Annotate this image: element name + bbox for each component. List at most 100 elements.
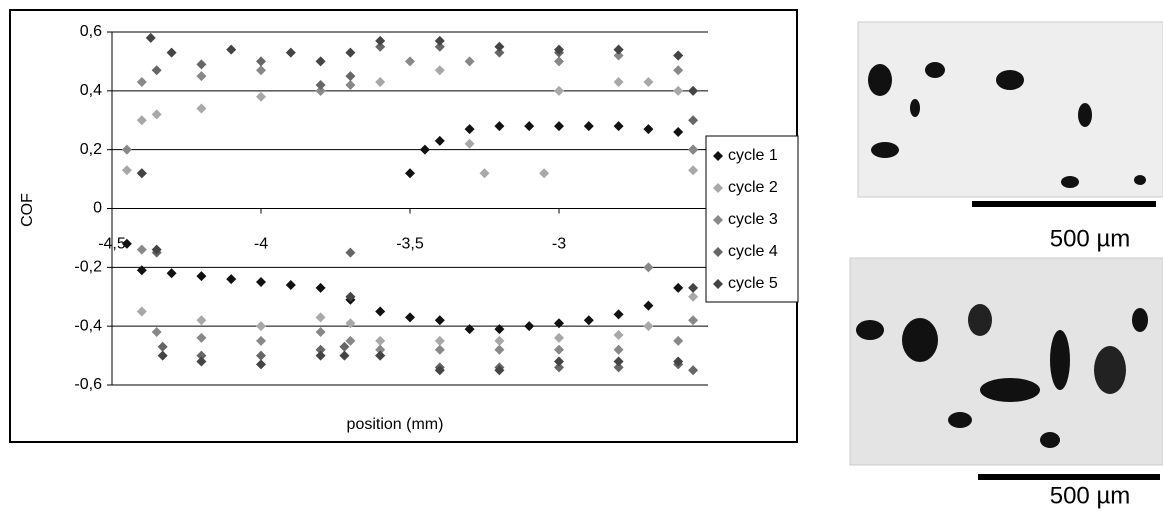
point bbox=[434, 65, 445, 76]
x-tick-label: -3 bbox=[552, 236, 566, 253]
point bbox=[673, 65, 684, 76]
point bbox=[405, 312, 415, 323]
point bbox=[673, 282, 684, 293]
point bbox=[494, 121, 505, 132]
y-tick-label: -0,6 bbox=[74, 376, 102, 393]
point bbox=[256, 56, 266, 67]
micrograph-2 bbox=[849, 257, 1163, 480]
point bbox=[419, 144, 430, 155]
point bbox=[613, 356, 624, 367]
point bbox=[375, 35, 386, 46]
point bbox=[434, 344, 445, 355]
point bbox=[375, 306, 386, 317]
point bbox=[673, 335, 684, 346]
scale-label: 500 µm bbox=[1050, 225, 1131, 252]
point bbox=[613, 344, 624, 355]
point bbox=[256, 350, 266, 361]
point bbox=[464, 324, 475, 335]
point bbox=[554, 344, 564, 355]
point bbox=[613, 329, 624, 340]
point bbox=[554, 121, 564, 132]
point bbox=[613, 50, 624, 61]
point bbox=[494, 335, 505, 346]
point bbox=[226, 44, 237, 55]
point bbox=[196, 350, 207, 361]
point bbox=[375, 344, 386, 355]
point bbox=[688, 144, 699, 155]
x-tick-label: -4,5 bbox=[98, 236, 126, 253]
point bbox=[151, 65, 162, 76]
point bbox=[157, 350, 168, 361]
point bbox=[643, 321, 654, 332]
legend-label: cycle 1 bbox=[728, 147, 778, 164]
point bbox=[151, 244, 162, 255]
point bbox=[583, 121, 594, 132]
point bbox=[136, 244, 147, 255]
point bbox=[464, 138, 475, 149]
point bbox=[345, 247, 356, 258]
legend-label: cycle 5 bbox=[728, 275, 778, 292]
point bbox=[643, 124, 654, 135]
y-tick-label: 0 bbox=[93, 200, 102, 217]
point bbox=[136, 115, 147, 126]
legend-marker bbox=[713, 247, 723, 257]
point bbox=[434, 135, 445, 146]
point bbox=[345, 291, 356, 302]
point bbox=[375, 350, 386, 361]
point bbox=[494, 365, 505, 376]
point bbox=[434, 315, 445, 326]
y-tick-label: -0,4 bbox=[74, 317, 102, 334]
point bbox=[256, 321, 266, 332]
point bbox=[539, 168, 550, 179]
y-tick-label: 0,6 bbox=[80, 23, 102, 40]
point bbox=[464, 124, 475, 135]
point bbox=[151, 109, 162, 120]
point bbox=[643, 77, 654, 88]
point bbox=[256, 65, 266, 76]
point bbox=[151, 327, 162, 338]
legend-label: cycle 3 bbox=[728, 211, 778, 228]
point bbox=[613, 309, 624, 320]
point bbox=[524, 321, 535, 332]
point bbox=[196, 59, 207, 70]
point bbox=[256, 91, 266, 102]
point bbox=[688, 115, 699, 126]
point bbox=[315, 327, 326, 338]
point bbox=[494, 41, 505, 52]
point bbox=[554, 44, 564, 55]
point bbox=[524, 121, 535, 132]
point bbox=[345, 318, 356, 329]
micrograph-1 bbox=[857, 21, 1163, 207]
point bbox=[157, 341, 168, 352]
point bbox=[688, 315, 699, 326]
point bbox=[688, 291, 699, 302]
point bbox=[464, 56, 475, 67]
point bbox=[256, 359, 266, 370]
legend-marker bbox=[713, 279, 723, 289]
point bbox=[434, 335, 445, 346]
point bbox=[554, 318, 564, 329]
point bbox=[196, 103, 207, 114]
point bbox=[339, 350, 350, 361]
point bbox=[688, 282, 699, 293]
y-tick-label: 0,4 bbox=[80, 82, 102, 99]
y-axis-label: COF bbox=[19, 193, 36, 227]
point bbox=[613, 44, 624, 55]
point bbox=[121, 165, 132, 176]
point bbox=[688, 365, 699, 376]
legend-marker bbox=[713, 183, 723, 193]
point bbox=[554, 332, 564, 343]
point bbox=[345, 47, 356, 58]
point bbox=[196, 71, 207, 82]
point bbox=[494, 324, 505, 335]
point bbox=[405, 168, 415, 179]
y-tick-label: -0,2 bbox=[74, 259, 102, 276]
point bbox=[256, 335, 266, 346]
point bbox=[673, 127, 684, 138]
point bbox=[285, 279, 296, 290]
point bbox=[434, 41, 445, 52]
point bbox=[136, 306, 147, 317]
point bbox=[613, 77, 624, 88]
point bbox=[315, 344, 326, 355]
